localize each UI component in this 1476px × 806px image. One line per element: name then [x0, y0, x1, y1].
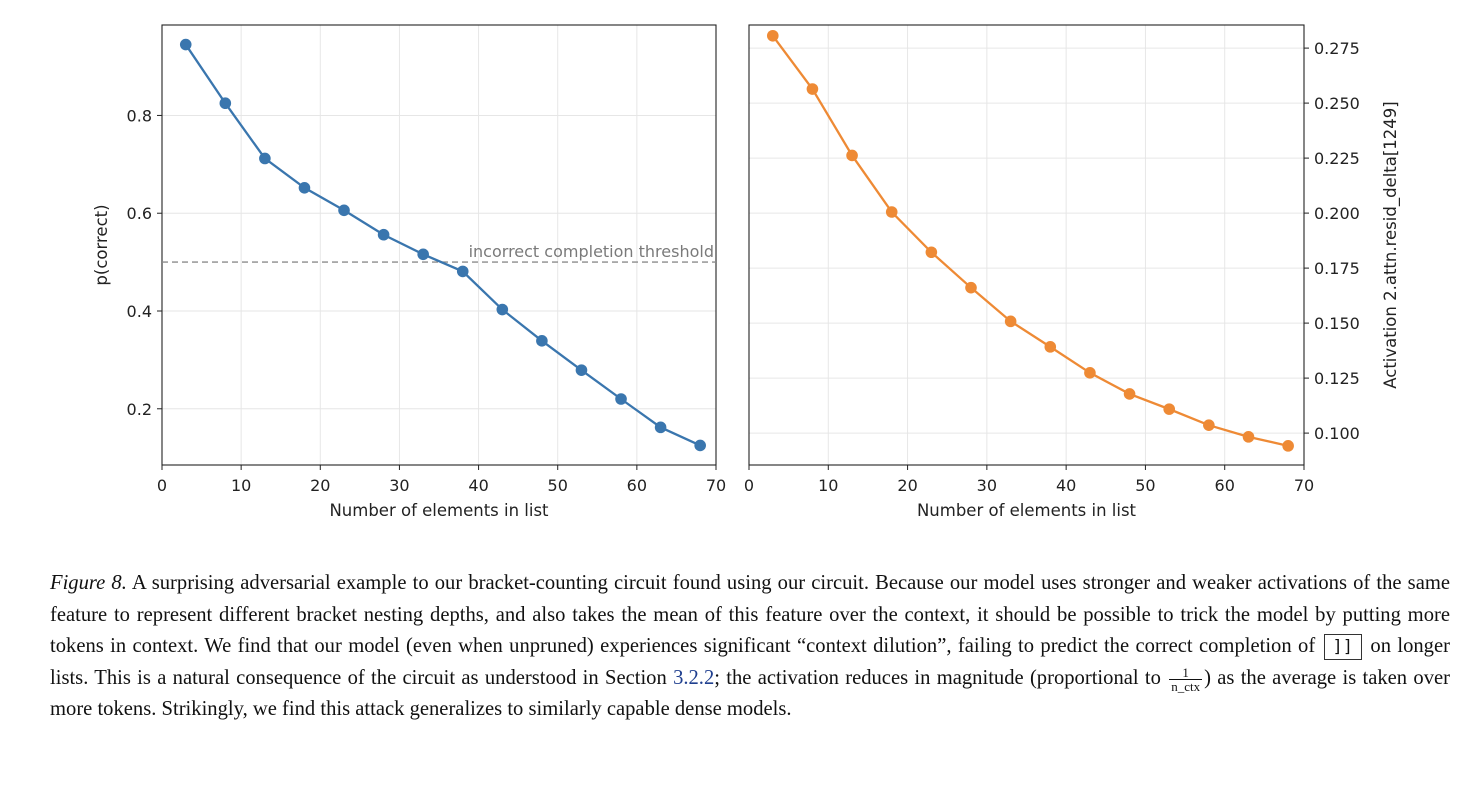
left-xtick-label: 10 — [231, 476, 251, 495]
left-chart-panel: 0 10 20 30 40 50 60 70 0.2 0.4 0.6 0.8 Number of ele… — [92, 24, 726, 520]
right-ytick-label: 0.275 — [1314, 39, 1360, 58]
left-xtick-label: 70 — [706, 476, 726, 495]
right-xtick-label: 30 — [977, 476, 997, 495]
right-data-point — [1242, 431, 1255, 443]
fraction-denominator: n_ctx — [1171, 678, 1201, 694]
right-xtick-label: 40 — [1056, 476, 1076, 495]
right-xtick-label: 20 — [897, 476, 917, 495]
right-data-point — [766, 29, 779, 42]
left-ytick-label: 0.8 — [127, 106, 152, 125]
left-data-point — [219, 97, 232, 110]
left-x-axis-label: Number of elements in list — [329, 501, 549, 520]
figure: 0 10 20 30 40 50 60 70 0.2 0.4 0.6 0.8 Number of ele… — [92, 24, 1401, 520]
right-ytick-label: 0.200 — [1314, 204, 1360, 223]
right-data-point — [806, 83, 819, 95]
right-plot-frame — [748, 24, 1305, 466]
right-xtick-label: 50 — [1135, 476, 1155, 495]
right-data-point — [846, 149, 858, 162]
left-data-point — [575, 364, 588, 376]
left-xtick-label: 20 — [310, 476, 330, 495]
right-y-axis-label: Activation 2.attn.resid_delta[1249] — [1381, 101, 1401, 388]
left-data-point — [417, 248, 429, 261]
right-data-point — [1084, 367, 1096, 379]
left-series-line — [184, 43, 701, 447]
caption-text-part4: ) as the average is taken over more toke… — [50, 666, 1450, 721]
right-ytick-label: 0.175 — [1314, 259, 1360, 278]
right-ytick-label: 0.225 — [1314, 149, 1360, 168]
left-data-point — [338, 204, 350, 217]
left-y-axis-label: p(correct) — [92, 204, 111, 285]
left-ytick-label: 0.2 — [127, 400, 152, 419]
left-data-point — [536, 335, 548, 347]
left-xtick-label: 40 — [468, 476, 488, 495]
caption-text-part1: A surprising adversarial example to our … — [50, 572, 1450, 658]
right-data-point — [1004, 315, 1017, 328]
right-chart-panel: 0 10 20 30 40 50 60 70 0.100 0.125 0.150 0.175 0.200… — [744, 24, 1401, 520]
left-xtick-label: 60 — [627, 476, 647, 495]
fraction-one-over-nctx: 1 n_ctx — [1169, 666, 1203, 694]
right-ytick-label: 0.100 — [1314, 424, 1360, 443]
left-data-point — [259, 152, 271, 165]
left-xtick-label: 50 — [548, 476, 568, 495]
right-data-point — [885, 206, 898, 218]
right-xtick-label: 0 — [744, 476, 754, 495]
right-data-point — [925, 246, 938, 259]
left-data-point — [377, 228, 390, 241]
left-data-point — [615, 393, 627, 405]
right-series-line — [771, 35, 1289, 447]
left-plot-frame — [161, 24, 717, 466]
left-data-point — [298, 182, 311, 194]
left-data-point — [654, 421, 667, 434]
caption-text-part2: on longer lists. This is a natural conse… — [50, 635, 1450, 689]
right-data-point — [1282, 440, 1294, 452]
right-data-point — [1203, 419, 1215, 431]
right-data-point — [965, 281, 977, 294]
left-xtick-label: 0 — [157, 476, 167, 495]
right-data-point — [1163, 403, 1176, 415]
left-data-point — [179, 38, 192, 51]
right-ytick-label: 0.150 — [1314, 314, 1360, 333]
left-xtick-label: 30 — [389, 476, 409, 495]
left-ytick-label: 0.4 — [127, 302, 152, 321]
right-ytick-label: 0.250 — [1314, 94, 1360, 113]
figure-caption: Figure 8. A surprising adversarial examp… — [50, 568, 1450, 726]
left-threshold-label: incorrect completion threshold — [469, 242, 714, 261]
caption-figure-label: Figure 8. — [50, 572, 127, 594]
caption-code-brackets: ]] — [1323, 634, 1363, 661]
right-xtick-label: 60 — [1215, 476, 1235, 495]
caption-text-part3: ; the activation reduces in magnitude (p… — [714, 666, 1168, 689]
right-data-point — [1044, 341, 1057, 353]
right-ytick-label: 0.125 — [1314, 369, 1360, 388]
fraction-numerator: 1 — [1169, 666, 1203, 680]
right-xtick-label: 70 — [1294, 476, 1314, 495]
left-data-point — [496, 303, 509, 316]
left-data-point — [456, 265, 469, 278]
left-data-point — [694, 439, 706, 452]
right-data-point — [1123, 388, 1136, 400]
right-x-axis-label: Number of elements in list — [917, 501, 1137, 520]
section-reference-link[interactable]: 3.2.2 — [673, 666, 715, 689]
left-ytick-label: 0.6 — [127, 204, 152, 223]
right-xtick-label: 10 — [818, 476, 838, 495]
